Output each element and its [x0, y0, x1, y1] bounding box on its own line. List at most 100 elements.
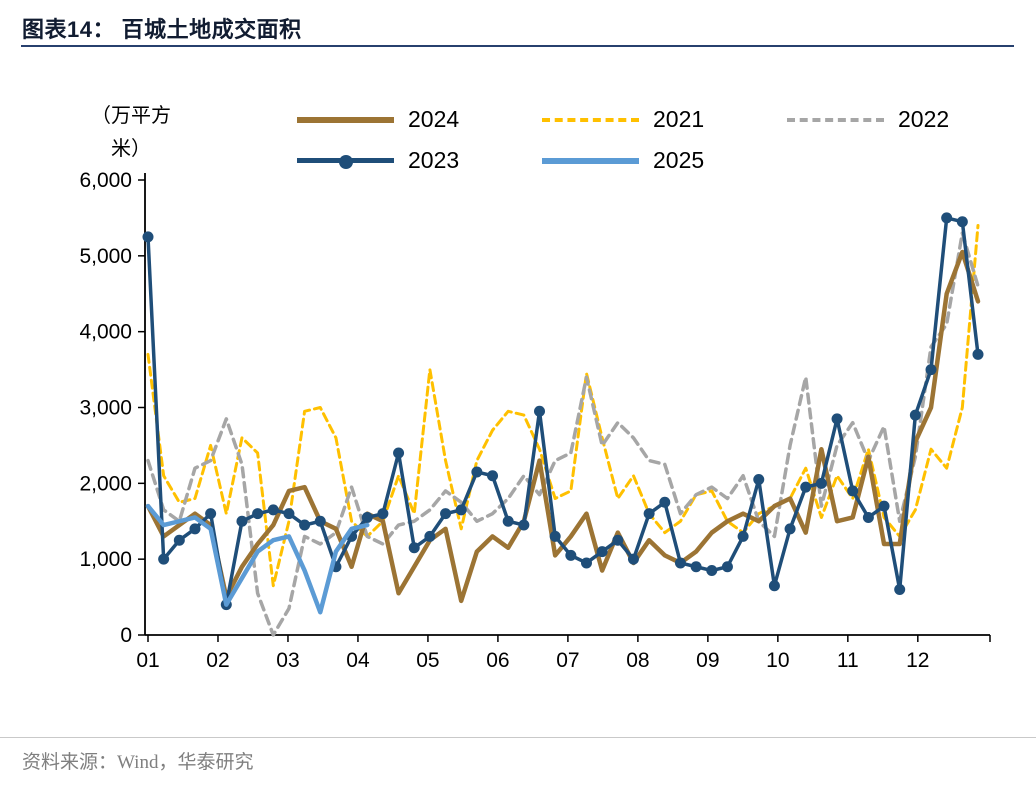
- y-tick-label: 5,000: [79, 245, 132, 268]
- legend-swatch-2023: [297, 155, 394, 169]
- legend-swatch-2024: [297, 116, 394, 123]
- plot-marker-2023: [768, 580, 780, 592]
- x-tick-label: 10: [766, 649, 789, 672]
- legend-label-2024: 2024: [408, 106, 460, 132]
- plot-marker-2023: [299, 519, 311, 531]
- y-tick-label: 3,000: [79, 397, 132, 420]
- x-tick-label: 08: [626, 649, 649, 672]
- plot-marker-2023: [956, 216, 968, 228]
- plot-marker-2023: [690, 561, 702, 573]
- plot-marker-2023: [706, 565, 718, 577]
- plot-marker-2023: [189, 523, 201, 535]
- footer-divider: [0, 737, 1036, 738]
- x-tick-label: 09: [696, 649, 719, 672]
- plot-marker-2023: [440, 508, 452, 520]
- plot-marker-2023: [627, 553, 639, 565]
- legend-label-2025: 2025: [653, 147, 705, 173]
- plot-marker-2023: [909, 409, 921, 421]
- legend-item-2022: 2022: [787, 106, 1032, 133]
- plot-marker-2023: [471, 466, 483, 478]
- plot-marker-2023: [800, 481, 812, 493]
- figure-title: 图表14： 百城土地成交面积: [22, 17, 302, 42]
- x-tick-label: 01: [136, 649, 159, 672]
- plot-marker-2023: [784, 523, 796, 535]
- plot-marker-2023: [393, 447, 405, 459]
- plot-marker-2023: [674, 557, 686, 569]
- y-tick-label: 1,000: [79, 548, 132, 571]
- legend-item-2025: 2025: [542, 147, 787, 174]
- plot-marker-2023: [252, 508, 264, 520]
- plot-marker-2023: [205, 508, 217, 520]
- legend-row: 2023 2025: [297, 147, 1032, 174]
- source-note: 资料来源：Wind，华泰研究: [22, 752, 254, 773]
- chart-svg: 0 1,000 2,000 3,000 4,000 5,000 6,000 01 02 03 04 0…: [79, 169, 991, 672]
- plot-marker-2023: [941, 212, 953, 224]
- legend-item-2024: 2024: [297, 106, 542, 133]
- plot-line-2021: [146, 224, 980, 588]
- plot-marker-2023: [659, 496, 671, 508]
- plot-line-2025: [145, 503, 370, 615]
- legend-item-2023: 2023: [297, 147, 542, 174]
- plot-marker-2023: [580, 557, 592, 569]
- plot-marker-2023: [173, 534, 185, 546]
- x-tick-label: 05: [416, 649, 439, 672]
- unit-label-line-2: 米）: [111, 138, 151, 160]
- plot-marker-2023: [565, 549, 577, 561]
- plot-marker-2023: [518, 519, 530, 531]
- plot-marker-2023: [455, 504, 467, 516]
- plot-marker-2023: [612, 534, 624, 546]
- plot-marker-2023: [753, 474, 765, 486]
- plot-marker-2023: [487, 470, 499, 482]
- legend-label-2021: 2021: [653, 106, 705, 132]
- plot-marker-2023: [737, 530, 749, 542]
- chart-legend: 2024 2021 2022 2023 2025: [297, 106, 1032, 188]
- plot-marker-2023: [643, 508, 655, 520]
- plot-marker-2023: [878, 500, 890, 512]
- plot-marker-2023: [283, 508, 295, 520]
- title-divider: [21, 45, 1014, 47]
- legend-row: 2024 2021 2022: [297, 106, 1032, 133]
- plot-marker-2023: [236, 515, 248, 527]
- plot-marker-2023: [894, 584, 906, 595]
- plot-marker-2023: [549, 530, 561, 542]
- y-tick-label: 2,000: [79, 472, 132, 495]
- plot-marker-2023: [314, 515, 326, 527]
- plot-marker-2023: [361, 511, 373, 523]
- plot-marker-2023: [721, 561, 733, 573]
- x-tick-label: 12: [906, 649, 929, 672]
- legend-swatch-2025: [542, 157, 639, 164]
- legend-swatch-2022: [787, 117, 884, 122]
- legend-item-2021: 2021: [542, 106, 787, 133]
- x-tick-label: 11: [837, 649, 859, 672]
- x-tick-label: 07: [556, 649, 579, 672]
- plot-marker-2023: [972, 348, 984, 360]
- plot-line-2023: [146, 216, 980, 607]
- plot-marker-2023: [596, 546, 608, 558]
- plot-marker-2023: [408, 542, 420, 554]
- plot-marker-2023: [142, 231, 154, 243]
- x-tick-label: 06: [486, 649, 509, 672]
- plot-marker-2023: [815, 477, 827, 489]
- plot-marker-2023: [502, 515, 514, 527]
- plot-marker-2023: [267, 504, 279, 516]
- plot-marker-2023: [925, 364, 937, 376]
- legend-label-2023: 2023: [408, 147, 460, 173]
- y-tick-label: 6,000: [79, 169, 132, 192]
- plot-marker-2023: [831, 413, 843, 425]
- y-tick-label: 4,000: [79, 321, 132, 344]
- plot-marker-2023: [158, 553, 170, 565]
- legend-swatch-2021: [542, 117, 639, 122]
- legend-label-2022: 2022: [898, 106, 950, 132]
- plot-marker-2023: [424, 530, 436, 542]
- legend-marker-dot: [339, 155, 353, 169]
- x-tick-label: 02: [206, 649, 229, 672]
- plot-line-2022: [146, 231, 980, 637]
- x-tick-label: 03: [276, 649, 299, 672]
- plot-marker-2023: [534, 405, 546, 417]
- x-tick-label: 04: [346, 649, 370, 672]
- y-tick-label: 0: [120, 624, 132, 647]
- unit-label-line-1: （万平方: [91, 105, 171, 127]
- plot-marker-2023: [847, 485, 859, 497]
- plot-marker-2023: [862, 511, 874, 523]
- plot-marker-2023: [377, 508, 389, 520]
